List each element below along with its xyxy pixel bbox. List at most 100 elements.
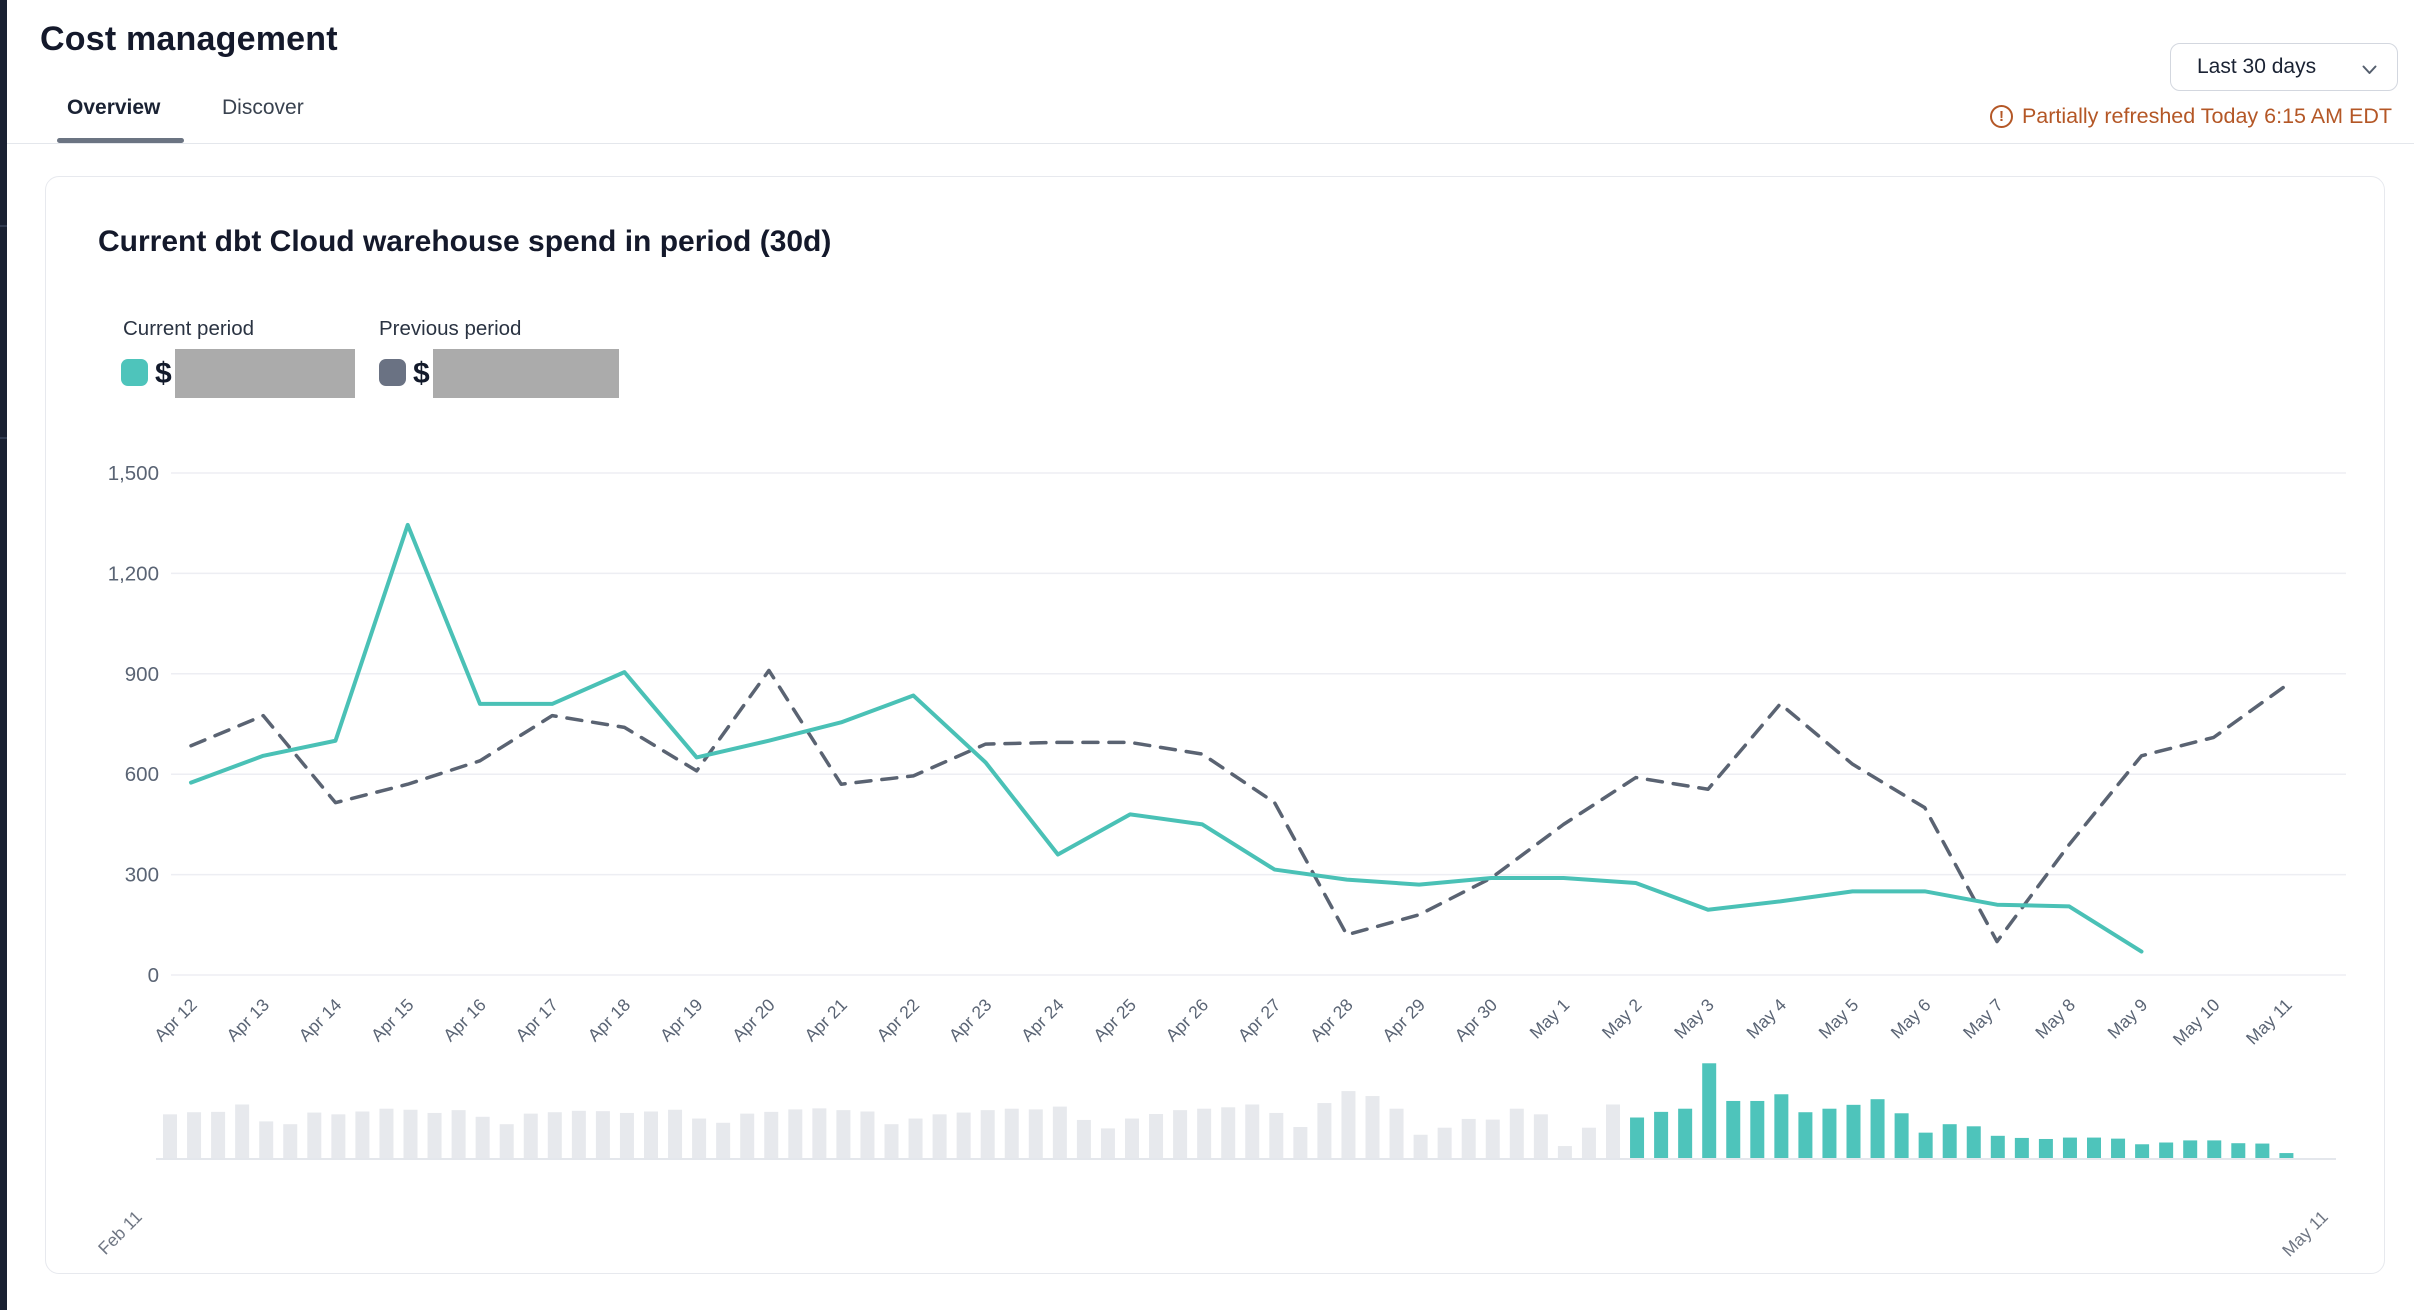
time-range-navigator[interactable]: Feb 11 May 11 [94, 1063, 2336, 1260]
navigator-bar-context[interactable] [860, 1111, 875, 1158]
navigator-bar-context[interactable] [1173, 1110, 1188, 1158]
navigator-bar-context[interactable] [571, 1110, 586, 1158]
navigator-bar-selected[interactable] [1678, 1108, 1693, 1158]
navigator-bar-context[interactable] [788, 1109, 803, 1158]
navigator-bar-selected[interactable] [1630, 1117, 1645, 1158]
card-title: Current dbt Cloud warehouse spend in per… [98, 225, 832, 258]
navigator-bar-selected[interactable] [1822, 1108, 1837, 1158]
header-divider [7, 143, 2414, 144]
navigator-bar-context[interactable] [403, 1109, 418, 1158]
navigator-bar-selected[interactable] [1966, 1126, 1981, 1158]
navigator-bar-context[interactable] [932, 1114, 947, 1158]
navigator-bar-context[interactable] [1245, 1104, 1260, 1158]
navigator-bar-context[interactable] [235, 1104, 250, 1158]
navigator-bar-selected[interactable] [1870, 1099, 1885, 1158]
navigator-bar-selected[interactable] [2183, 1140, 2198, 1158]
navigator-bar-context[interactable] [1197, 1108, 1212, 1158]
navigator-bar-context[interactable] [812, 1108, 827, 1158]
navigator-bar-context[interactable] [1413, 1134, 1428, 1158]
tab-bar: Overview Discover [0, 96, 2414, 143]
navigator-bar-selected[interactable] [1990, 1135, 2005, 1158]
navigator-bar-context[interactable] [1557, 1146, 1572, 1158]
legend-previous-label: Previous period [379, 317, 522, 340]
x-tick-label: Apr 12 [150, 995, 201, 1046]
navigator-bar-context[interactable] [307, 1112, 322, 1158]
navigator-bar-selected[interactable] [1798, 1112, 1813, 1158]
x-tick-label: Apr 15 [367, 995, 418, 1046]
navigator-bar-selected[interactable] [1942, 1124, 1957, 1158]
navigator-bar-context[interactable] [740, 1113, 755, 1158]
navigator-bar-selected[interactable] [2255, 1143, 2270, 1158]
navigator-bar-context[interactable] [523, 1113, 538, 1158]
navigator-bar-context[interactable] [355, 1111, 370, 1158]
navigator-bar-context[interactable] [1125, 1118, 1139, 1158]
navigator-bar-context[interactable] [1341, 1091, 1356, 1158]
navigator-bar-selected[interactable] [1726, 1100, 1741, 1158]
navigator-bar-context[interactable] [331, 1114, 346, 1158]
navigator-bar-context[interactable] [1365, 1096, 1380, 1158]
navigator-bar-selected[interactable] [2159, 1142, 2174, 1158]
navigator-bar-context[interactable] [1004, 1108, 1019, 1158]
navigator-bar-context[interactable] [1149, 1113, 1164, 1158]
navigator-bar-context[interactable] [980, 1110, 995, 1158]
navigator-bar-context[interactable] [1509, 1108, 1524, 1158]
navigator-bar-context[interactable] [884, 1124, 899, 1158]
date-range-select[interactable]: Last 30 days [2170, 43, 2398, 91]
navigator-bar-context[interactable] [595, 1111, 610, 1158]
navigator-bar-context[interactable] [1052, 1106, 1067, 1158]
navigator-bar-context[interactable] [668, 1109, 683, 1158]
navigator-bar-context[interactable] [1606, 1104, 1620, 1158]
navigator-bar-selected[interactable] [1654, 1111, 1669, 1158]
navigator-bar-selected[interactable] [1702, 1063, 1717, 1158]
navigator-bar-context[interactable] [764, 1111, 779, 1158]
navigator-bar-selected[interactable] [1918, 1132, 1933, 1158]
navigator-bar-context[interactable] [716, 1122, 731, 1158]
navigator-bar-selected[interactable] [2207, 1140, 2222, 1158]
navigator-bar-context[interactable] [379, 1108, 394, 1158]
navigator-bar-selected[interactable] [2038, 1138, 2053, 1158]
navigator-bar-context[interactable] [259, 1121, 274, 1158]
navigator-bar-selected[interactable] [2231, 1143, 2246, 1158]
navigator-bar-selected[interactable] [2087, 1137, 2101, 1158]
navigator-bar-context[interactable] [1437, 1127, 1452, 1158]
navigator-bar-context[interactable] [547, 1112, 562, 1158]
navigator-bar-context[interactable] [451, 1110, 466, 1158]
navigator-bar-context[interactable] [163, 1114, 177, 1158]
navigator-bar-context[interactable] [1269, 1112, 1284, 1158]
navigator-bar-selected[interactable] [2111, 1138, 2126, 1158]
navigator-bar-context[interactable] [619, 1112, 634, 1158]
navigator-bar-selected[interactable] [1774, 1094, 1789, 1158]
sidebar-strip [0, 0, 7, 1310]
navigator-bar-context[interactable] [1221, 1107, 1236, 1158]
navigator-bar-context[interactable] [1461, 1118, 1476, 1158]
navigator-bar-context[interactable] [956, 1112, 971, 1158]
navigator-bar-context[interactable] [1533, 1114, 1548, 1158]
navigator-bar-context[interactable] [908, 1118, 923, 1158]
navigator-bar-context[interactable] [1317, 1103, 1332, 1158]
navigator-bar-context[interactable] [1581, 1127, 1596, 1158]
navigator-bar-context[interactable] [692, 1118, 707, 1158]
navigator-bar-context[interactable] [644, 1111, 658, 1158]
navigator-bar-context[interactable] [1100, 1128, 1115, 1158]
navigator-bar-context[interactable] [1485, 1119, 1500, 1158]
navigator-bar-context[interactable] [211, 1111, 226, 1158]
navigator-bar-context[interactable] [187, 1112, 202, 1158]
navigator-bar-context[interactable] [1293, 1127, 1308, 1158]
navigator-bar-selected[interactable] [2014, 1137, 2029, 1158]
tab-discover[interactable]: Discover [222, 96, 304, 119]
navigator-bar-selected[interactable] [1846, 1104, 1861, 1158]
navigator-bar-context[interactable] [836, 1110, 851, 1158]
navigator-bar-selected[interactable] [2279, 1153, 2294, 1158]
navigator-bar-selected[interactable] [2062, 1137, 2077, 1158]
navigator-bar-context[interactable] [1028, 1109, 1043, 1158]
navigator-bar-context[interactable] [499, 1124, 514, 1158]
navigator-bar-context[interactable] [283, 1124, 298, 1158]
navigator-bar-selected[interactable] [1750, 1100, 1765, 1158]
navigator-bar-selected[interactable] [1894, 1113, 1909, 1158]
navigator-bar-context[interactable] [427, 1112, 442, 1158]
tab-overview[interactable]: Overview [67, 96, 161, 119]
navigator-bar-context[interactable] [1076, 1119, 1091, 1158]
navigator-bar-context[interactable] [475, 1116, 490, 1158]
navigator-bar-context[interactable] [1389, 1108, 1404, 1158]
navigator-bar-selected[interactable] [2135, 1144, 2150, 1158]
